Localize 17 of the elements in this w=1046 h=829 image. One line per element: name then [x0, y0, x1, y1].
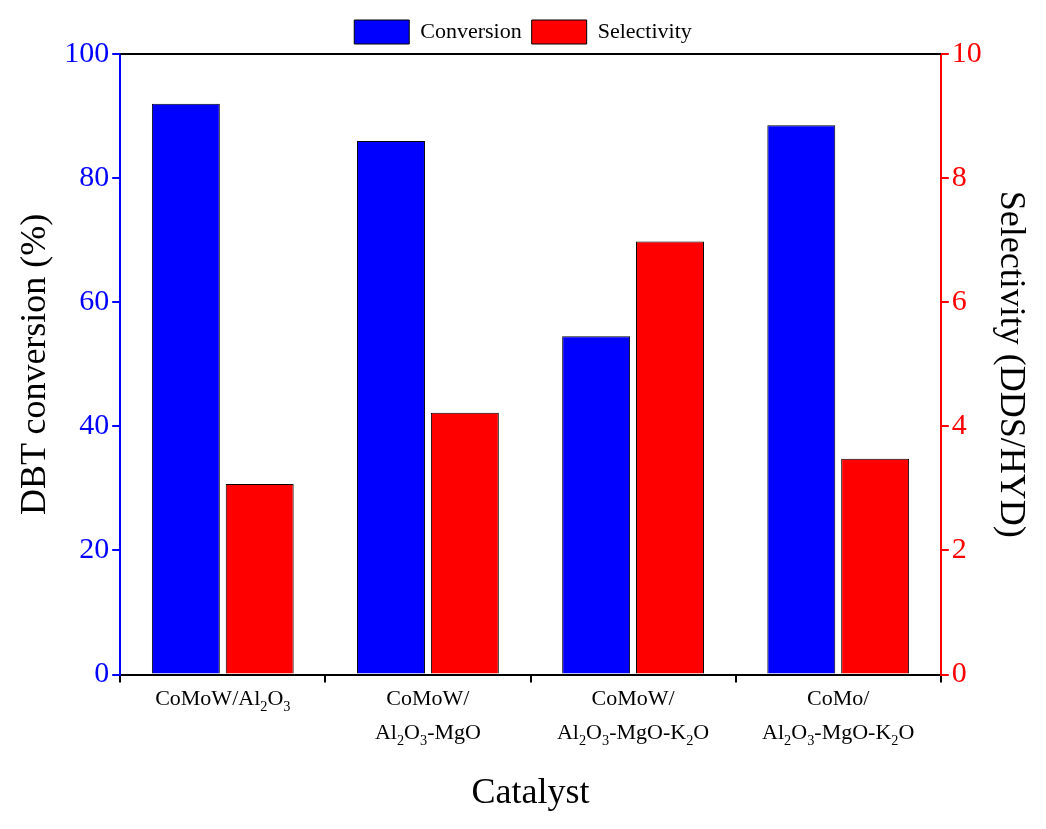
- y-tick-label: 100: [64, 34, 110, 68]
- y2-tick-label: 4: [951, 407, 967, 441]
- x-axis-title: Catalyst: [471, 770, 590, 811]
- legend-label: Selectivity: [597, 17, 692, 43]
- y-tick-label: 0: [94, 655, 110, 689]
- y-tick-label: 40: [79, 407, 110, 441]
- y-axis-title: DBT conversion (%): [13, 213, 54, 515]
- y2-tick-label: 2: [951, 531, 967, 565]
- y-tick-label: 60: [79, 283, 110, 317]
- y2-tick-label: 8: [951, 158, 967, 192]
- y-tick-label: 80: [79, 158, 110, 192]
- y-tick-label: 20: [79, 531, 110, 565]
- legend-label: Conversion: [420, 17, 522, 43]
- y2-axis-title: Selectivity (DDS/HYD): [992, 190, 1033, 538]
- y2-tick-label: 0: [951, 655, 967, 689]
- y2-tick-label: 10: [951, 34, 982, 68]
- y2-tick-label: 6: [951, 283, 967, 317]
